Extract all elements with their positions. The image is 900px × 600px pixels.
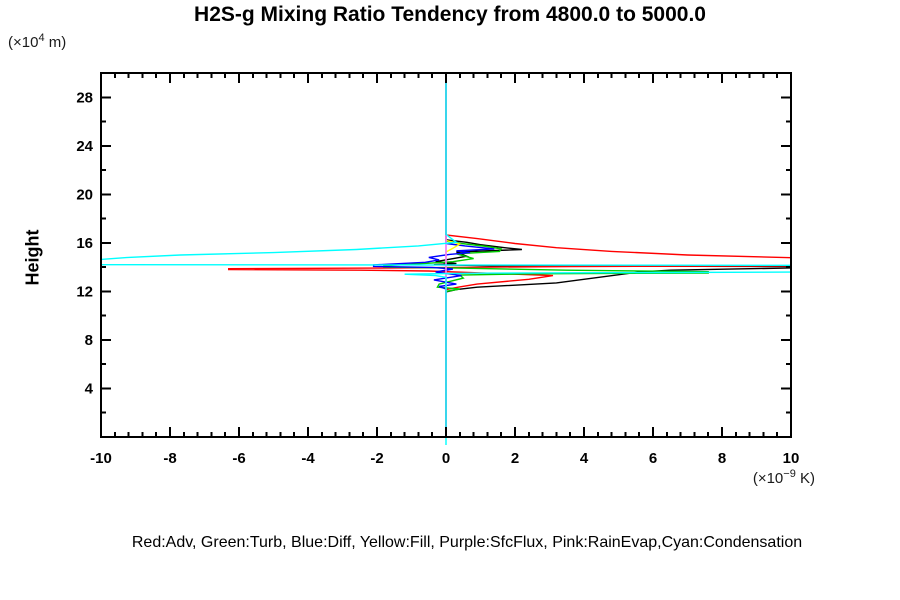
series-color-legend: Red:Adv, Green:Turb, Blue:Diff, Yellow:F… — [131, 534, 803, 551]
x-tick-label: 6 — [649, 450, 657, 467]
y-tick-label: 28 — [76, 89, 93, 106]
y-tick-label: 16 — [76, 235, 93, 252]
y-unit-prefix: (×10 — [8, 34, 39, 51]
y-unit-suffix: m) — [44, 34, 67, 51]
curve-condensation — [101, 73, 791, 437]
y-tick-label: 20 — [76, 186, 93, 203]
x-tick-label: -8 — [163, 450, 176, 467]
chart-title: H2S-g Mixing Ratio Tendency from 4800.0 … — [194, 3, 706, 26]
y-axis-title: Height — [22, 229, 43, 286]
x-tick-label: 8 — [718, 450, 726, 467]
x-tick-label: 4 — [580, 450, 589, 467]
x-tick-label: -6 — [232, 450, 245, 467]
x-tick-label: 0 — [442, 450, 450, 467]
curve-adv — [227, 73, 791, 437]
curve-diff — [372, 73, 495, 437]
x-tick-label: -10 — [90, 450, 112, 467]
x-axis-unit-label: (×10−9 K) — [600, 468, 815, 487]
x-tick-label: 2 — [511, 450, 519, 467]
x-unit-prefix: (×10 — [752, 470, 784, 487]
x-unit-exponent: −9 — [783, 468, 796, 480]
y-tick-label: 4 — [85, 380, 94, 397]
x-unit-suffix: K) — [795, 470, 815, 487]
y-tick-label: 8 — [85, 332, 93, 349]
y-axis-unit-label: (×104 m) — [8, 32, 66, 51]
y-tick-label: 12 — [76, 283, 93, 300]
curve-total — [433, 73, 791, 437]
curve-turb — [383, 73, 709, 437]
y-unit-exponent: 4 — [38, 32, 45, 44]
x-tick-label: -4 — [301, 450, 315, 467]
y-tick-label: 24 — [76, 138, 93, 155]
x-tick-label: 10 — [783, 450, 800, 467]
x-tick-label: -2 — [370, 450, 383, 467]
